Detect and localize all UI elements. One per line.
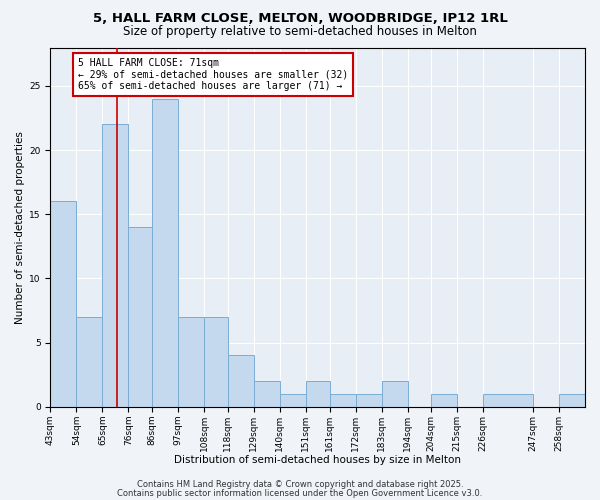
Bar [178, 317, 204, 407]
Bar [254, 381, 280, 407]
Bar [50, 202, 76, 407]
Bar [128, 227, 152, 407]
Bar [356, 394, 382, 407]
Bar [204, 317, 228, 407]
X-axis label: Distribution of semi-detached houses by size in Melton: Distribution of semi-detached houses by … [174, 455, 461, 465]
Bar [228, 356, 254, 407]
Bar [306, 381, 329, 407]
Bar [431, 394, 457, 407]
Bar [483, 394, 533, 407]
Text: Contains HM Land Registry data © Crown copyright and database right 2025.: Contains HM Land Registry data © Crown c… [137, 480, 463, 489]
Bar [152, 99, 178, 407]
Text: Size of property relative to semi-detached houses in Melton: Size of property relative to semi-detach… [123, 25, 477, 38]
Bar [382, 381, 407, 407]
Bar [103, 124, 128, 407]
Bar [76, 317, 103, 407]
Text: 5, HALL FARM CLOSE, MELTON, WOODBRIDGE, IP12 1RL: 5, HALL FARM CLOSE, MELTON, WOODBRIDGE, … [92, 12, 508, 26]
Bar [559, 394, 585, 407]
Bar [329, 394, 356, 407]
Y-axis label: Number of semi-detached properties: Number of semi-detached properties [15, 130, 25, 324]
Bar [280, 394, 306, 407]
Text: 5 HALL FARM CLOSE: 71sqm
← 29% of semi-detached houses are smaller (32)
65% of s: 5 HALL FARM CLOSE: 71sqm ← 29% of semi-d… [77, 58, 348, 91]
Text: Contains public sector information licensed under the Open Government Licence v3: Contains public sector information licen… [118, 488, 482, 498]
